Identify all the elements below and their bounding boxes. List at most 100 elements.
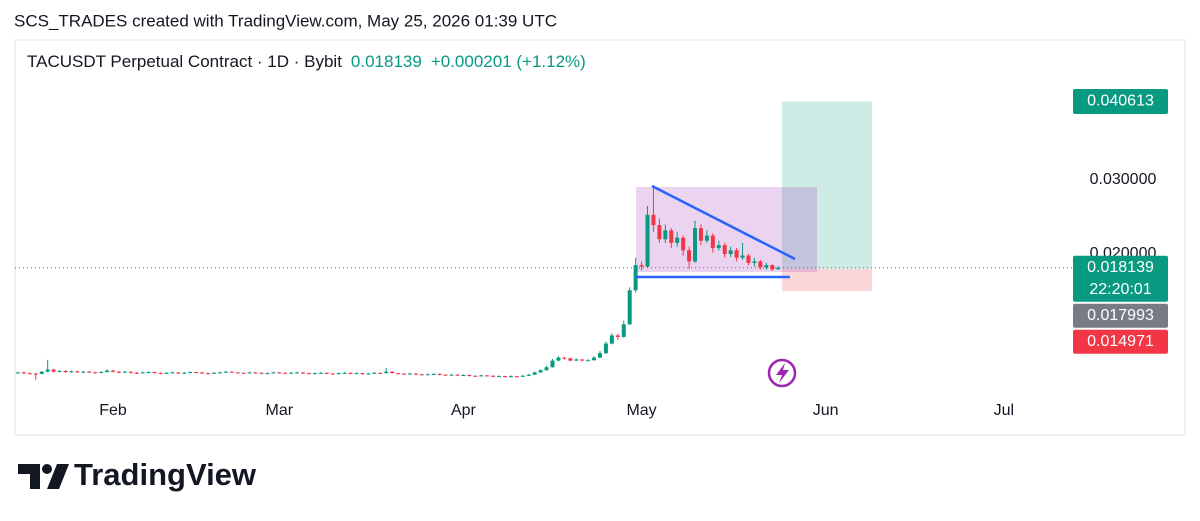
candle-body xyxy=(770,265,775,270)
candle-body xyxy=(758,261,763,268)
chart-title-line: TACUSDT Perpetual Contract · 1D · Bybit 0… xyxy=(27,52,586,71)
candle-body xyxy=(295,372,300,374)
candle-body xyxy=(318,372,323,374)
entry-price-box xyxy=(1073,303,1168,328)
candle-body xyxy=(170,372,175,374)
candle-body xyxy=(651,214,656,226)
target-price-label: 0.040613 xyxy=(1087,93,1154,110)
candle-body xyxy=(502,376,507,378)
candle-body xyxy=(390,371,395,374)
candle-body xyxy=(425,374,430,376)
candle-body xyxy=(562,357,567,359)
candle-body xyxy=(312,373,317,375)
candle-body xyxy=(110,370,115,372)
candle-body xyxy=(211,372,216,374)
candle-body xyxy=(21,372,26,374)
candle-body xyxy=(188,372,193,374)
candle-body xyxy=(283,372,288,374)
entry-price-label: 0.017993 xyxy=(1087,307,1154,324)
candle-body xyxy=(128,371,133,373)
candle-body xyxy=(229,371,234,373)
candle-body xyxy=(722,245,727,255)
countdown-label: 22:20:01 xyxy=(1089,281,1151,298)
candle-body xyxy=(301,372,306,374)
candle-body xyxy=(235,372,240,374)
candle-body xyxy=(259,372,264,374)
axes: Feb Mar Apr May Jun Jul0.0200000.0300000.0406… xyxy=(15,88,1168,419)
candle-body xyxy=(740,255,745,258)
candle-body xyxy=(698,228,703,241)
candle-body xyxy=(556,357,561,361)
candle-body xyxy=(639,265,644,267)
legend-change: +0.000201 (+1.12%) xyxy=(431,52,586,71)
candle-body xyxy=(140,372,145,374)
candle-body xyxy=(158,372,163,374)
candle-body xyxy=(396,373,401,375)
candle-body xyxy=(645,214,650,267)
target-zone xyxy=(782,101,872,269)
candle-body xyxy=(45,369,50,372)
candle-body xyxy=(277,372,282,374)
stop-price-label: 0.014971 xyxy=(1087,333,1154,350)
candle-body xyxy=(609,335,614,344)
x-tick-label: May xyxy=(626,402,656,419)
candle-body xyxy=(366,373,371,375)
candle-body xyxy=(598,353,602,358)
candle-body xyxy=(633,265,638,291)
candle-body xyxy=(384,371,389,374)
candle-body xyxy=(81,371,86,373)
candle-body xyxy=(57,370,62,372)
x-tick-label: Apr xyxy=(451,402,477,419)
candle-body xyxy=(461,375,466,377)
pattern-box xyxy=(636,187,817,272)
stop-zone xyxy=(782,268,872,292)
candle-body xyxy=(402,373,407,375)
candle-body xyxy=(734,250,739,258)
legend-price: 0.018139 xyxy=(351,52,422,71)
candle-body xyxy=(568,358,573,361)
candle-body xyxy=(586,360,591,362)
candle-body xyxy=(669,230,674,243)
x-tick-label: Jul xyxy=(994,402,1014,419)
candle-body xyxy=(217,372,222,374)
candle-body xyxy=(526,374,531,376)
candle-body xyxy=(538,370,543,373)
last-price-label: 0.018139 xyxy=(1087,259,1154,276)
chart-title: TACUSDT Perpetual Contract · 1D · Bybit xyxy=(27,52,342,71)
candle-body xyxy=(449,374,454,376)
candle-body xyxy=(574,359,579,361)
candle-body xyxy=(776,267,781,270)
candle-body xyxy=(241,372,246,374)
header: SCS_TRADES created with TradingView.com,… xyxy=(14,11,557,30)
candle-body xyxy=(348,372,353,374)
candle-body xyxy=(675,237,680,243)
candle-body xyxy=(710,235,715,249)
candle-body xyxy=(271,372,276,374)
candle-body xyxy=(378,372,383,374)
candle-body xyxy=(485,375,490,377)
candle-body xyxy=(116,371,121,373)
candle-body xyxy=(580,359,585,361)
chart-frame xyxy=(14,39,1186,436)
candle-body xyxy=(693,228,698,262)
last-price-box xyxy=(1073,255,1168,302)
candle-body xyxy=(105,370,110,373)
candle-body xyxy=(431,373,436,375)
candle-body xyxy=(520,375,525,377)
lightning-icon xyxy=(767,358,797,388)
candle-body xyxy=(69,371,74,373)
candle-body xyxy=(200,372,205,374)
candles xyxy=(15,185,781,380)
candle-body xyxy=(330,373,335,375)
candle-body xyxy=(194,372,199,374)
stop-price-box xyxy=(1073,329,1168,354)
drawings-under xyxy=(782,101,872,292)
candle-body xyxy=(497,376,502,378)
candle-body xyxy=(152,372,157,374)
candle-body xyxy=(99,372,104,374)
candle-body xyxy=(716,245,721,249)
candle-body xyxy=(413,373,418,375)
candle-body xyxy=(39,371,44,374)
x-tick-label: Jun xyxy=(813,402,839,419)
